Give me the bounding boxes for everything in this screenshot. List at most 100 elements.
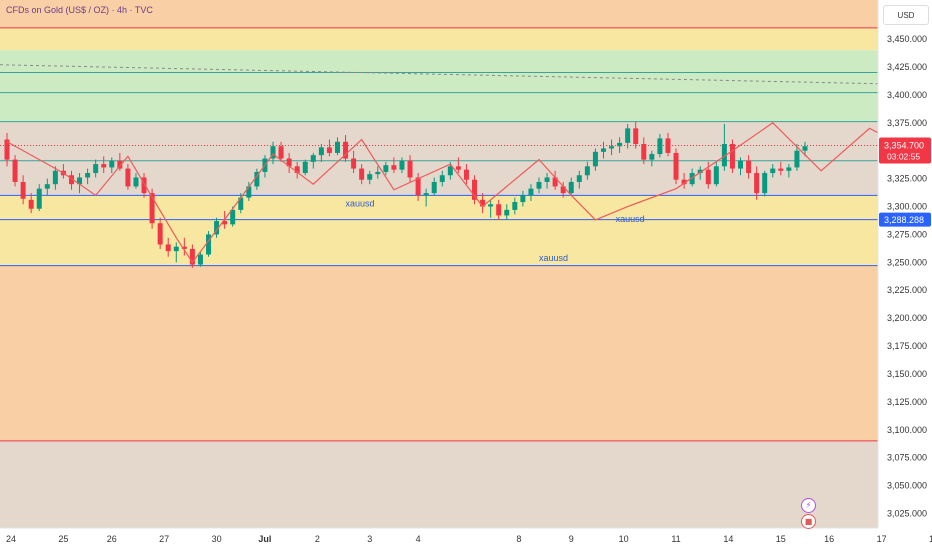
candle-body	[794, 150, 800, 168]
xauusd-label: xauusd	[346, 199, 375, 209]
candle-body	[600, 148, 606, 152]
candle-body	[665, 138, 671, 153]
candle-body	[649, 154, 655, 160]
candle-body	[52, 170, 58, 185]
candle-body	[85, 173, 91, 178]
line-price-value: 3,288.288	[884, 215, 924, 225]
currency-button[interactable]: USD	[883, 5, 929, 25]
y-tick-label: 3,375.000	[887, 118, 927, 128]
y-tick-label: 3,250.000	[887, 257, 927, 267]
candle-body	[738, 160, 744, 169]
zone-band	[0, 121, 878, 196]
candle-body	[431, 181, 437, 194]
trend-line	[0, 64, 879, 85]
candle-body	[173, 246, 179, 252]
y-tick-label: 3,225.000	[887, 285, 927, 295]
candle-body	[125, 168, 131, 187]
candle-body	[415, 177, 421, 196]
candle-body	[391, 165, 397, 170]
y-tick-label: 3,325.000	[887, 174, 927, 184]
candle-body	[28, 199, 34, 209]
y-tick-label: 3,400.000	[887, 90, 927, 100]
candle-body	[641, 144, 647, 160]
candle-body	[44, 184, 50, 189]
candle-body	[681, 179, 687, 185]
x-tick-label: 15	[776, 534, 786, 544]
candle-body	[318, 147, 324, 156]
candle-body	[609, 146, 615, 149]
y-tick-label: 3,025.000	[887, 508, 927, 518]
candle-body	[552, 177, 558, 187]
us-flag-icon[interactable]: ■	[801, 514, 816, 529]
candle-body	[133, 177, 139, 187]
zone-band	[0, 50, 878, 122]
candle-body	[697, 169, 703, 174]
candle-body	[463, 169, 469, 180]
candle-body	[254, 171, 260, 187]
candle-body	[592, 151, 598, 167]
xauusd-label: xauusd	[616, 214, 645, 224]
candle-body	[238, 197, 244, 210]
candle-body	[383, 165, 389, 172]
candle-body	[20, 181, 26, 199]
candle-body	[633, 128, 639, 144]
candle-body	[222, 221, 228, 225]
y-tick-label: 3,200.000	[887, 313, 927, 323]
candle-body	[407, 160, 413, 178]
x-tick-label: 4	[416, 534, 421, 544]
candle-body	[246, 186, 252, 198]
candle-body	[786, 167, 792, 171]
x-tick-label: 24	[6, 534, 16, 544]
candle-body	[439, 175, 445, 182]
candle-body	[214, 221, 220, 235]
lightning-icon[interactable]: ⚡	[801, 498, 816, 513]
candle-body	[367, 174, 373, 180]
zone-band	[0, 195, 878, 266]
candle-body	[560, 186, 566, 194]
last-price-badge	[879, 137, 931, 164]
candle-body	[802, 146, 808, 151]
candle-body	[36, 188, 42, 209]
candle-body	[568, 181, 574, 194]
x-tick-label: 30	[212, 534, 222, 544]
zigzag-path	[6, 122, 932, 264]
x-tick-label: 17	[877, 534, 887, 544]
x-tick-label: 10	[619, 534, 629, 544]
candle-body	[278, 146, 284, 159]
candle-body	[778, 168, 784, 171]
candle-body	[4, 139, 10, 160]
candle-body	[447, 166, 453, 176]
candle-body	[77, 177, 83, 185]
candle-body	[673, 152, 679, 180]
xauusd-label: xauusd	[539, 253, 568, 263]
candle-body	[617, 142, 623, 147]
candle-body	[584, 166, 590, 176]
candle-body	[480, 199, 486, 207]
x-tick-label: 26	[107, 534, 117, 544]
candle-body	[109, 160, 115, 168]
candle-body	[351, 158, 357, 169]
candle-body	[729, 144, 735, 169]
y-tick-label: 3,175.000	[887, 341, 927, 351]
candle-body	[544, 177, 550, 182]
candle-body	[657, 138, 663, 155]
candle-body	[721, 144, 727, 167]
x-tick-label: 8	[516, 534, 521, 544]
y-tick-label: 3,450.000	[887, 34, 927, 44]
candle-body	[423, 193, 429, 196]
candle-body	[754, 173, 760, 194]
candle-body	[181, 246, 187, 249]
countdown-value: 03:02:55	[887, 151, 920, 161]
x-tick-label: 9	[569, 534, 574, 544]
candle-body	[488, 204, 494, 207]
y-tick-label: 3,075.000	[887, 453, 927, 463]
y-tick-label: 3,150.000	[887, 369, 927, 379]
candle-body	[770, 168, 776, 174]
candle-body	[504, 209, 510, 216]
x-tick-label: 18	[929, 534, 932, 544]
zone-band	[0, 440, 878, 528]
candle-body	[713, 166, 719, 185]
x-tick-label: 3	[367, 534, 372, 544]
